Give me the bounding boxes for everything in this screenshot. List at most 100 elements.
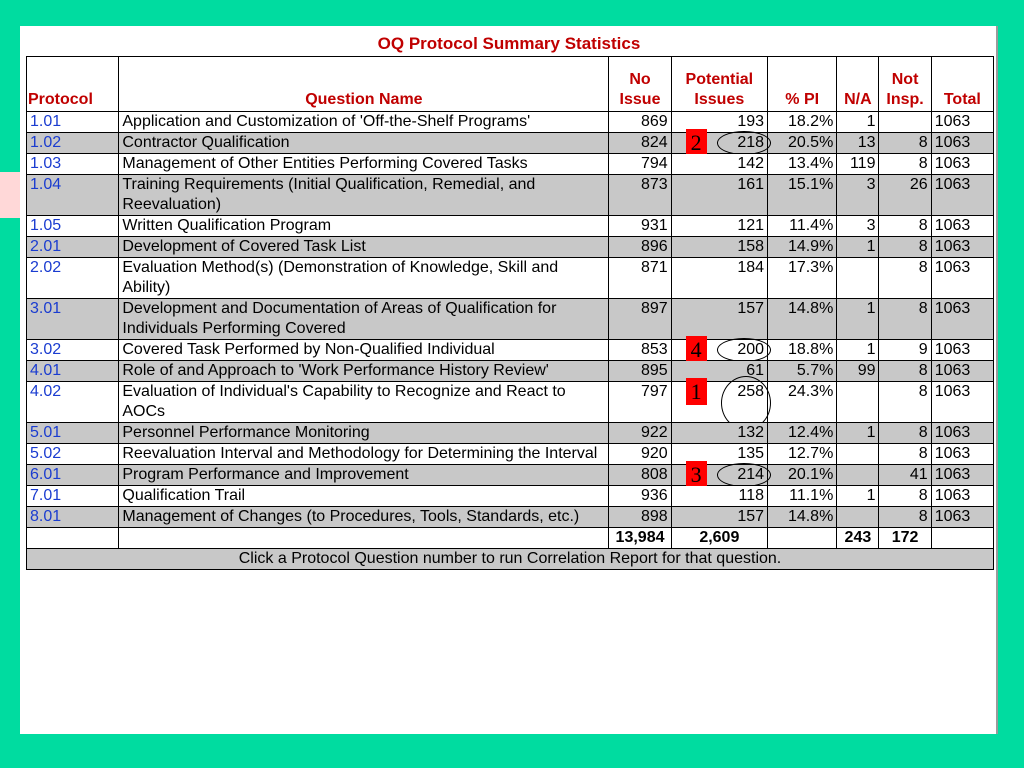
table-row: 3.02 Covered Task Performed by Non-Qualif…	[25, 336, 995, 363]
na-value: 1	[836, 236, 880, 258]
pct-pi-value: 24.3%	[767, 381, 838, 423]
totals-empty-4	[930, 527, 995, 549]
table-row: 6.01 Program Performance and Improvement 8…	[25, 461, 995, 488]
potential-issues-value: 157	[670, 298, 769, 340]
table-row: 1.02 Contractor Qualification 824 218 2 20.5%…	[25, 129, 995, 156]
protocol-link[interactable]: 5.02	[25, 443, 120, 465]
protocol-link[interactable]: 4.02	[25, 381, 120, 423]
potential-issues-value: 121	[670, 215, 769, 237]
header-question[interactable]: Question Name	[118, 56, 610, 112]
no-issue-value: 897	[608, 298, 672, 340]
na-value: 99	[836, 360, 880, 382]
pct-pi-value: 13.4%	[767, 153, 838, 175]
protocol-link[interactable]: 3.02	[25, 339, 120, 361]
header-na[interactable]: N/A	[836, 56, 880, 112]
question-name: Reevaluation Interval and Methodology fo…	[118, 443, 610, 465]
question-name: Development and Documentation of Areas o…	[118, 298, 610, 340]
question-name: Application and Customization of 'Off-th…	[118, 111, 610, 133]
totals-empty-2	[118, 527, 610, 549]
highlight-circle	[717, 131, 772, 155]
protocol-link[interactable]: 1.02	[25, 132, 120, 154]
table-row: 1.05 Written Qualification Program 931 121 1…	[25, 215, 995, 237]
protocol-link[interactable]: 1.05	[25, 215, 120, 237]
protocol-link[interactable]: 2.01	[25, 236, 120, 258]
protocol-link[interactable]: 1.04	[25, 174, 120, 216]
potential-issues-value: 193	[670, 111, 769, 133]
total-value: 1063	[930, 215, 995, 237]
protocol-link[interactable]: 6.01	[25, 464, 120, 486]
question-name: Contractor Qualification	[118, 132, 610, 154]
potential-issues-value: 158	[670, 236, 769, 258]
table-row: 5.01 Personnel Performance Monitoring 922 1…	[25, 422, 995, 444]
pct-pi-value: 20.5%	[767, 132, 838, 154]
pct-pi-value: 20.1%	[767, 464, 838, 486]
protocol-link[interactable]: 8.01	[25, 506, 120, 528]
na-value	[836, 506, 880, 528]
not-insp-value: 8	[878, 132, 932, 154]
no-issue-value: 794	[608, 153, 672, 175]
protocol-link[interactable]: 7.01	[25, 485, 120, 507]
table-row: 7.01 Qualification Trail 936 118 11.1% 1 8 1063	[25, 485, 995, 507]
no-issue-value: 895	[608, 360, 672, 382]
no-issue-value: 873	[608, 174, 672, 216]
not-insp-value: 8	[878, 215, 932, 237]
header-total[interactable]: Total	[930, 56, 995, 112]
total-value: 1063	[930, 464, 995, 486]
total-value: 1063	[930, 360, 995, 382]
pct-pi-value: 12.7%	[767, 443, 838, 465]
protocol-link[interactable]: 2.02	[25, 257, 120, 299]
pct-pi-value: 14.8%	[767, 506, 838, 528]
total-value: 1063	[930, 257, 995, 299]
protocol-link[interactable]: 1.01	[25, 111, 120, 133]
no-issue-value: 808	[608, 464, 672, 486]
total-no-issue: 13,984	[608, 527, 672, 549]
table-row: 4.02 Evaluation of Individual's Capabilit…	[25, 376, 995, 430]
not-insp-value: 8	[878, 381, 932, 423]
protocol-link[interactable]: 5.01	[25, 422, 120, 444]
pct-pi-value: 17.3%	[767, 257, 838, 299]
table-row: 2.01 Development of Covered Task List 896 1…	[25, 236, 995, 258]
table-row: 4.01 Role of and Approach to 'Work Perfor…	[25, 360, 995, 382]
highlight-circle	[717, 463, 772, 487]
pct-pi-value: 14.8%	[767, 298, 838, 340]
na-value	[836, 443, 880, 465]
total-value: 1063	[930, 236, 995, 258]
not-insp-value: 9	[878, 339, 932, 361]
question-name: Covered Task Performed by Non-Qualified …	[118, 339, 610, 361]
not-insp-value: 8	[878, 443, 932, 465]
footer-note: Click a Protocol Question number to run …	[26, 548, 994, 570]
no-issue-value: 936	[608, 485, 672, 507]
no-issue-value: 920	[608, 443, 672, 465]
header-pct-pi[interactable]: % PI	[767, 56, 838, 112]
annotation-marker: 1	[685, 378, 707, 405]
header-not-insp[interactable]: Not Insp.	[878, 56, 932, 112]
question-name: Program Performance and Improvement	[118, 464, 610, 486]
total-value: 1063	[930, 298, 995, 340]
table-row: 5.02 Reevaluation Interval and Methodolog…	[25, 443, 995, 465]
question-name: Role of and Approach to 'Work Performanc…	[118, 360, 610, 382]
totals-row: 13,984 2,609 243 172	[25, 527, 995, 549]
header-protocol[interactable]: Protocol	[25, 56, 120, 112]
na-value	[836, 381, 880, 423]
summary-table: Protocol Question Name No Issue Potentia…	[25, 56, 995, 570]
total-value: 1063	[930, 422, 995, 444]
protocol-link[interactable]: 4.01	[25, 360, 120, 382]
not-insp-value: 8	[878, 236, 932, 258]
protocol-link[interactable]: 3.01	[25, 298, 120, 340]
potential-issues-value: 200 4	[670, 336, 772, 363]
potential-issues-value: 161	[670, 174, 769, 216]
header-no-issue[interactable]: No Issue	[608, 56, 672, 112]
total-value: 1063	[930, 506, 995, 528]
potential-issues-value: 142	[670, 153, 769, 175]
header-potential-issues[interactable]: Potential Issues	[670, 56, 769, 112]
not-insp-value	[878, 111, 932, 133]
na-value: 1	[836, 422, 880, 444]
total-na: 243	[836, 527, 880, 549]
not-insp-value: 8	[878, 257, 932, 299]
table-row: 8.01 Management of Changes (to Procedures…	[25, 506, 995, 528]
question-name: Written Qualification Program	[118, 215, 610, 237]
na-value: 1	[836, 485, 880, 507]
protocol-link[interactable]: 1.03	[25, 153, 120, 175]
table-body: 1.01 Application and Customization of 'Of…	[25, 111, 995, 528]
table-row: 3.01 Development and Documentation of Are…	[25, 298, 995, 340]
